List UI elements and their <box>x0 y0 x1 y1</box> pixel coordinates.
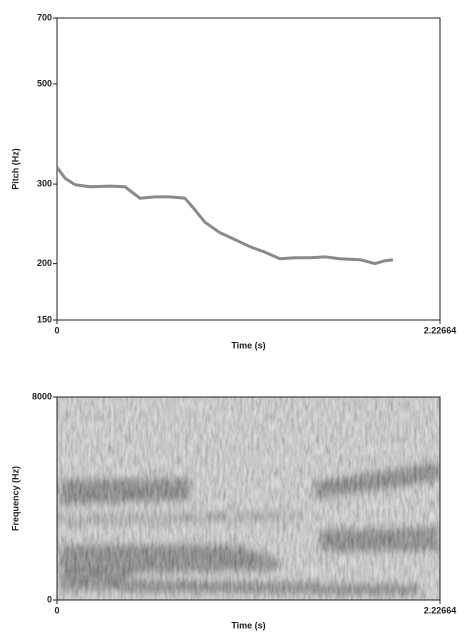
pitch-line <box>55 166 394 266</box>
x-tick-label: 2.22664 <box>424 325 457 335</box>
y-tick-label: 150 <box>37 314 52 324</box>
y-axis-label: Frequency (Hz) <box>10 466 20 531</box>
x-tick-label: 0 <box>54 605 59 615</box>
y-axis-label: Pitch (Hz) <box>10 148 20 190</box>
x-axis-label: Time (s) <box>231 620 265 630</box>
y-tick-label: 200 <box>37 258 52 268</box>
y-tick-label: 300 <box>37 178 52 188</box>
pitch-frame <box>56 17 441 321</box>
spectrogram-image <box>57 397 440 600</box>
y-tick-label: 500 <box>37 78 52 88</box>
y-tick-label: 8000 <box>32 391 52 401</box>
y-tick-label: 0 <box>47 594 52 604</box>
x-tick-label: 0 <box>54 325 59 335</box>
x-tick-label: 2.22664 <box>424 605 457 615</box>
x-axis-label: Time (s) <box>231 340 265 350</box>
y-tick-label: 700 <box>37 12 52 22</box>
spectrogram-frame <box>56 396 441 601</box>
